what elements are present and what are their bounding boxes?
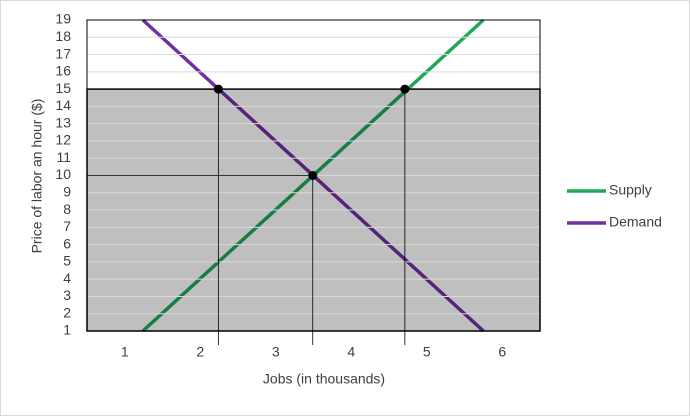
y-tick-label: 15 (55, 80, 71, 96)
y-tick-label: 7 (63, 218, 71, 234)
y-tick-label: 10 (55, 166, 71, 182)
x-tick-label: 1 (121, 344, 129, 360)
y-tick-label: 6 (63, 235, 71, 251)
x-tick-label: 3 (272, 344, 280, 360)
y-tick-label: 19 (55, 11, 71, 27)
y-axis-label: Price of labor an hour ($) (29, 99, 45, 254)
x-tick-label: 2 (196, 344, 204, 360)
equilibrium-point (308, 171, 318, 180)
y-tick-label: 9 (63, 183, 71, 199)
y-tick-label: 17 (55, 45, 71, 61)
y-tick-label: 8 (63, 201, 71, 217)
y-tick-label: 16 (55, 63, 71, 79)
x-axis-label: Jobs (in thousands) (263, 371, 385, 387)
y-tick-label: 18 (55, 28, 71, 44)
y-tick-label: 4 (63, 270, 71, 286)
y-tick-label: 12 (55, 132, 71, 148)
legend-label: Supply (609, 182, 652, 198)
floor-point (213, 84, 223, 94)
legend-label: Demand (609, 214, 662, 230)
y-tick-label: 13 (55, 114, 71, 130)
shaded-border (86, 88, 541, 332)
y-tick-label: 1 (63, 322, 71, 338)
y-tick-label: 2 (63, 304, 71, 320)
floor-point (400, 84, 410, 94)
x-tick-label: 4 (347, 344, 355, 360)
x-tick-label: 6 (498, 344, 506, 360)
x-tick-label: 5 (423, 344, 431, 360)
y-tick-label: 3 (63, 287, 71, 303)
y-tick-label: 14 (55, 97, 71, 113)
y-tick-label: 11 (56, 149, 71, 165)
y-tick-label: 5 (63, 253, 71, 269)
